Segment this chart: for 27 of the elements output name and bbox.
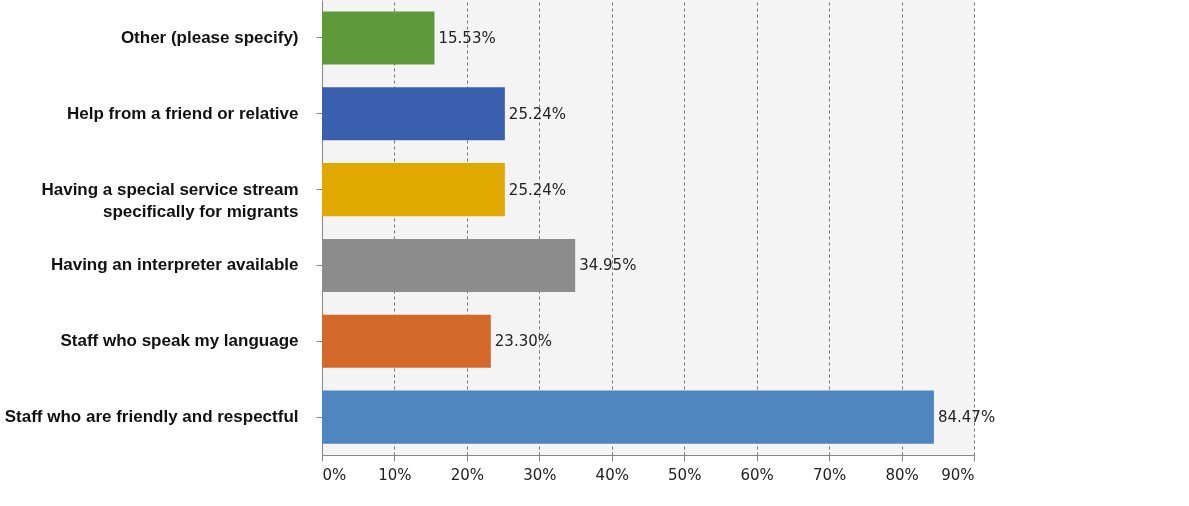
data-label: 34.95% [579,256,637,275]
y-tick-label: Staff who are friendly and respectful [4,407,299,427]
y-tick-label: Staff who speak my language [60,331,299,351]
x-tick-label: 80% [885,465,919,484]
data-label: 25.24% [508,104,567,123]
y-tick-label: Help from a friend or relative [67,103,299,123]
x-tick-label: 50% [668,465,702,484]
data-label: 15.53% [438,28,496,47]
bar [322,390,934,444]
x-tick-label: 60% [740,465,774,484]
x-tick-label: 90% [941,465,975,484]
y-tick-label: Other (please specify) [120,27,299,47]
x-tick-label: 0% [322,465,347,484]
bar [322,87,505,141]
x-tick-label: 10% [378,465,412,484]
data-label: 25.24% [508,180,567,199]
x-tick-label: 40% [595,465,629,484]
bar [322,11,435,65]
x-tick-label: 70% [812,465,847,484]
bar [322,314,491,368]
bar [322,163,505,217]
x-tick-label: 30% [523,465,557,484]
data-label: 23.30% [494,332,552,351]
data-label: 84.47% [937,408,996,427]
y-tick-label: Having an interpreter available [50,255,299,275]
y-tick-label: Having a special service stream specifically for migrants [41,179,299,221]
x-tick-label: 20% [450,465,485,484]
